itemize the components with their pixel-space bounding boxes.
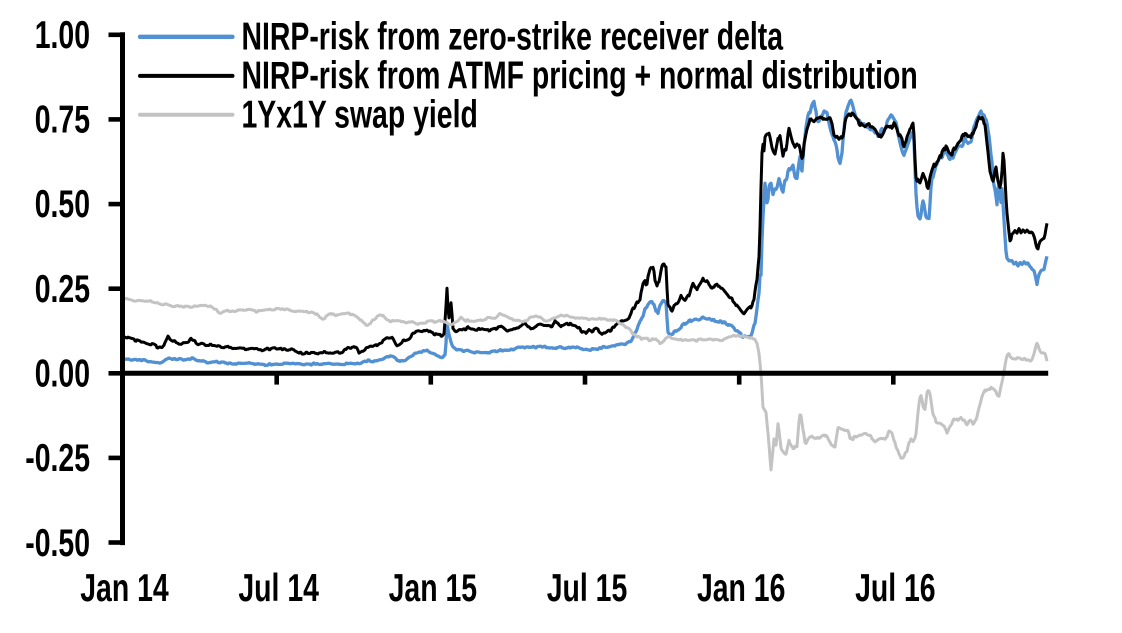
svg-text:Jul 15: Jul 15 — [547, 567, 628, 610]
svg-text:1Yx1Y swap yield: 1Yx1Y swap yield — [241, 94, 477, 137]
svg-text:NIRP-risk from zero-strike rec: NIRP-risk from zero-strike receiver delt… — [241, 15, 784, 58]
svg-text:Jul 16: Jul 16 — [855, 567, 936, 610]
svg-text:Jul 14: Jul 14 — [238, 567, 319, 610]
svg-text:0.50: 0.50 — [35, 183, 90, 226]
svg-text:0.75: 0.75 — [35, 98, 90, 141]
svg-text:NIRP-risk from ATMF pricing +: NIRP-risk from ATMF pricing + normal dis… — [241, 54, 917, 97]
svg-text:Jan 16: Jan 16 — [697, 567, 785, 610]
svg-text:-0.25: -0.25 — [25, 437, 90, 480]
svg-text:Jan 14: Jan 14 — [80, 567, 169, 610]
svg-text:1.00: 1.00 — [35, 14, 90, 57]
svg-text:0.00: 0.00 — [35, 352, 90, 395]
svg-text:0.25: 0.25 — [35, 268, 90, 311]
svg-text:Jan 15: Jan 15 — [389, 567, 477, 610]
svg-text:-0.50: -0.50 — [25, 522, 90, 565]
